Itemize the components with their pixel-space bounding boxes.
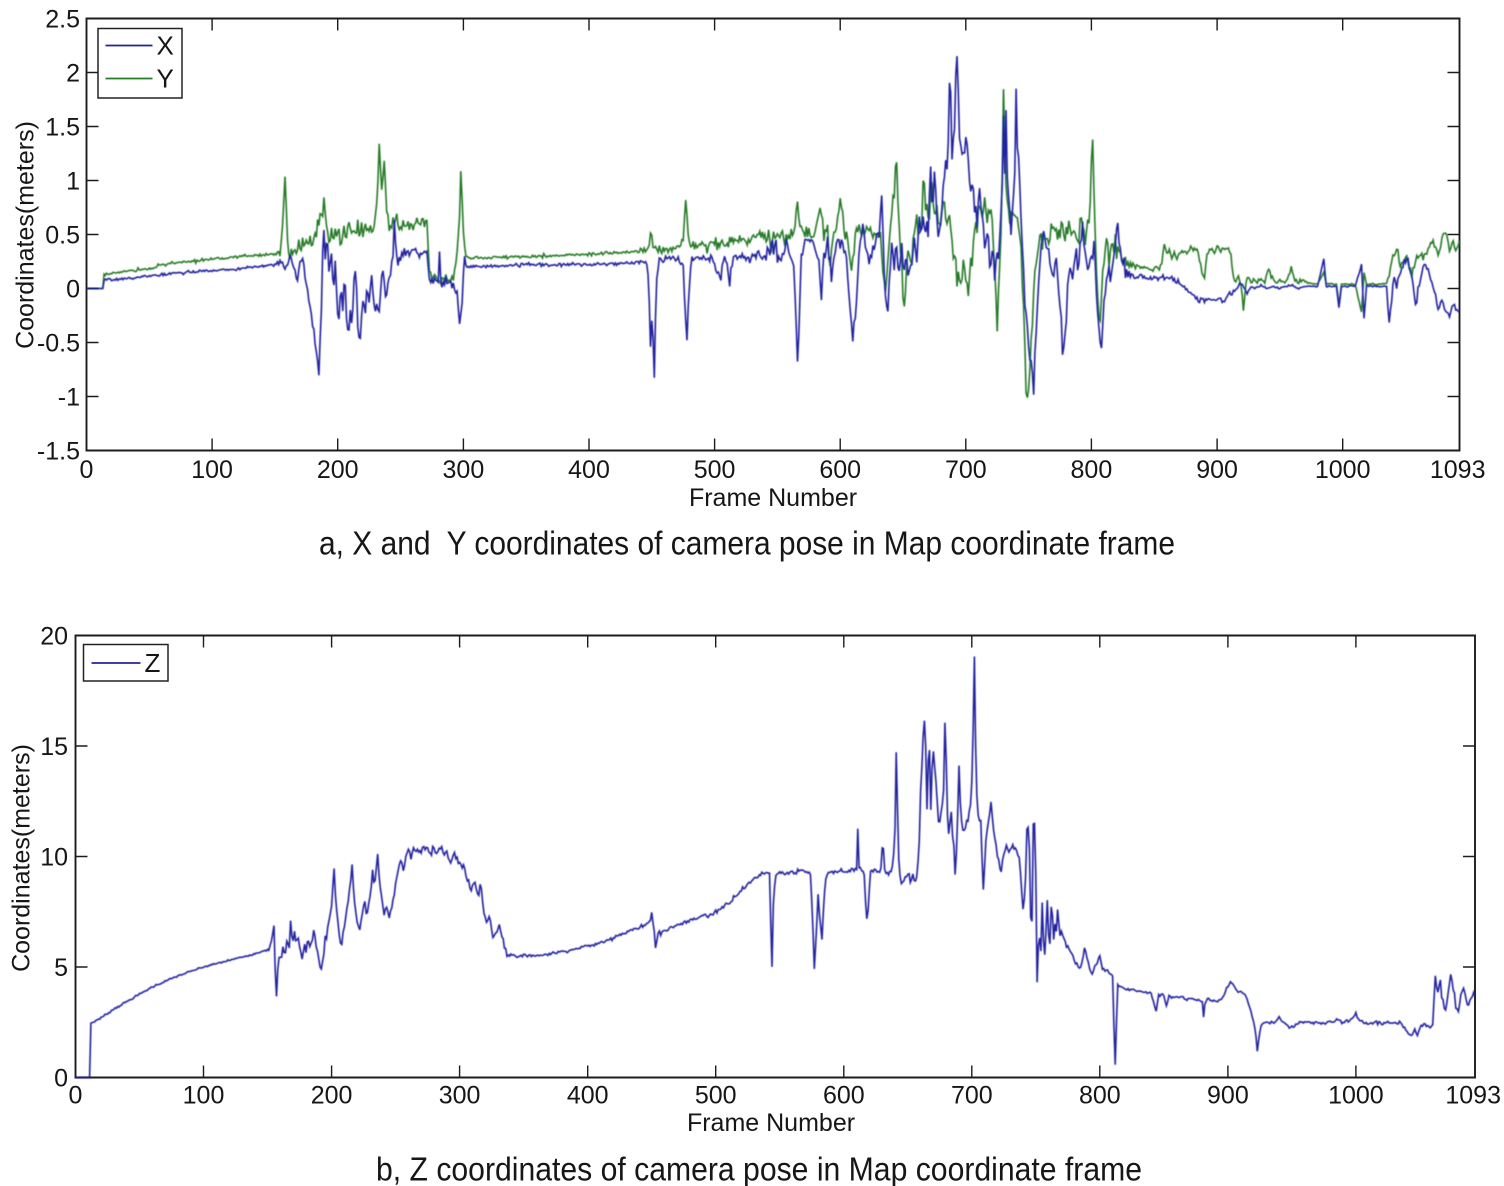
- svg-text:15: 15: [40, 733, 68, 761]
- svg-text:Y: Y: [157, 64, 174, 94]
- svg-text:1093: 1093: [1445, 1082, 1501, 1110]
- svg-text:Coordinates(meters): Coordinates(meters): [12, 121, 40, 349]
- svg-text:X: X: [157, 31, 174, 61]
- svg-text:Frame Number: Frame Number: [689, 484, 857, 512]
- svg-text:400: 400: [567, 1082, 609, 1110]
- svg-text:900: 900: [1207, 1082, 1249, 1110]
- svg-text:0.5: 0.5: [45, 222, 80, 250]
- svg-text:a, X and Y coordinates of cam: a, X and Y coordinates of camera pose in…: [319, 525, 1175, 562]
- svg-text:300: 300: [439, 1082, 481, 1110]
- svg-text:1093: 1093: [1430, 456, 1486, 484]
- svg-text:1000: 1000: [1315, 456, 1371, 484]
- svg-text:0: 0: [54, 1065, 68, 1093]
- svg-text:400: 400: [568, 456, 610, 484]
- svg-text:100: 100: [183, 1082, 225, 1110]
- svg-text:1000: 1000: [1328, 1082, 1384, 1110]
- svg-text:1: 1: [66, 168, 80, 196]
- svg-text:800: 800: [1071, 456, 1113, 484]
- svg-text:600: 600: [819, 456, 861, 484]
- svg-text:Frame Number: Frame Number: [687, 1109, 855, 1137]
- svg-text:0: 0: [69, 1082, 83, 1110]
- svg-text:Z: Z: [145, 648, 161, 678]
- svg-text:2.5: 2.5: [45, 6, 80, 34]
- svg-text:b, Z coordinates of camera pos: b, Z coordinates of camera pose in Map c…: [376, 1151, 1142, 1186]
- svg-text:20: 20: [40, 623, 68, 651]
- svg-text:0: 0: [66, 276, 80, 304]
- svg-text:500: 500: [694, 456, 736, 484]
- svg-text:-0.5: -0.5: [37, 330, 80, 358]
- svg-text:600: 600: [823, 1082, 865, 1110]
- svg-text:200: 200: [311, 1082, 353, 1110]
- svg-text:5: 5: [54, 954, 68, 982]
- svg-text:500: 500: [695, 1082, 737, 1110]
- svg-text:1.5: 1.5: [45, 114, 80, 142]
- svg-text:300: 300: [443, 456, 485, 484]
- svg-text:700: 700: [945, 456, 987, 484]
- svg-text:10: 10: [40, 844, 68, 872]
- svg-text:900: 900: [1196, 456, 1238, 484]
- svg-text:2: 2: [66, 60, 80, 88]
- svg-text:-1.5: -1.5: [37, 438, 80, 466]
- svg-text:Coordinates(meters): Coordinates(meters): [8, 744, 36, 972]
- svg-text:-1: -1: [58, 384, 80, 412]
- svg-text:800: 800: [1079, 1082, 1121, 1110]
- svg-text:200: 200: [317, 456, 359, 484]
- svg-text:100: 100: [191, 456, 233, 484]
- svg-text:0: 0: [80, 456, 94, 484]
- svg-text:700: 700: [951, 1082, 993, 1110]
